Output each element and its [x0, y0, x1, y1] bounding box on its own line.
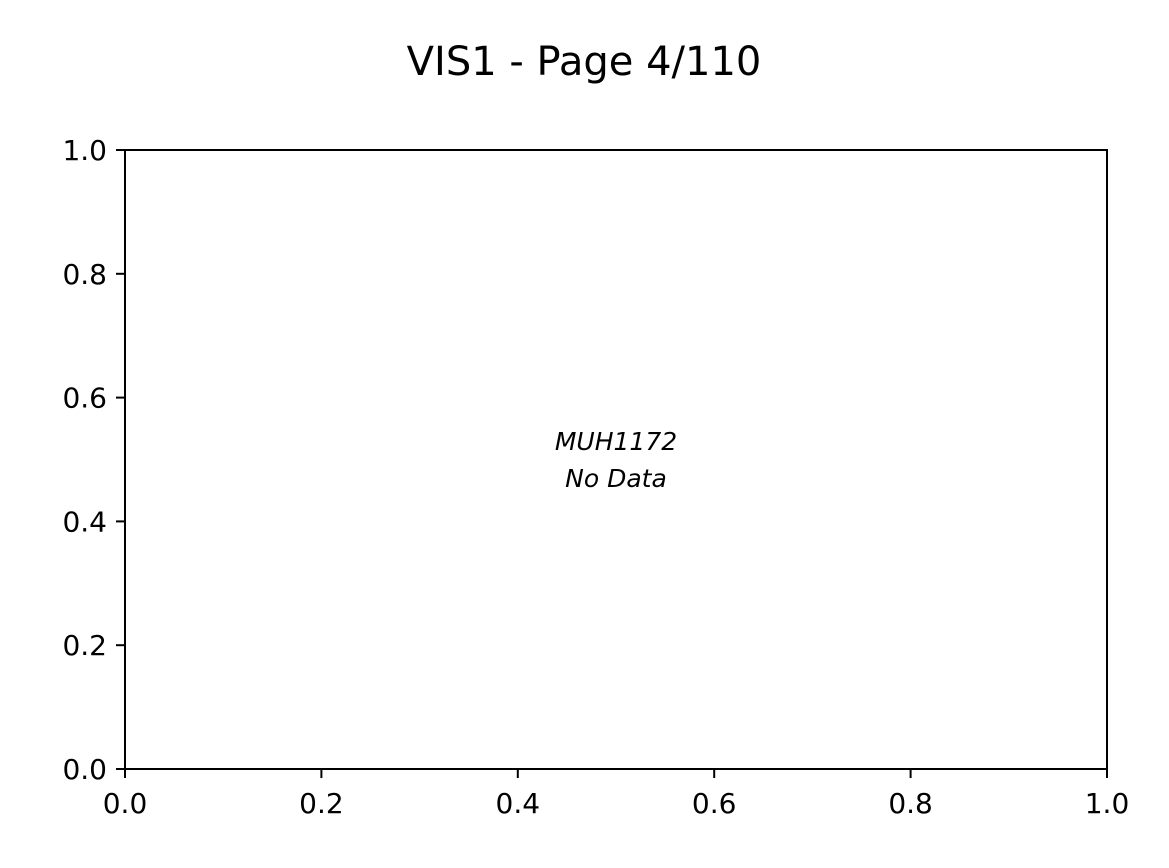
y-tick-label: 0.6 [62, 382, 107, 415]
x-tick-label: 0.4 [496, 787, 541, 820]
y-tick-label: 0.4 [62, 505, 107, 538]
x-tick-label: 0.0 [103, 787, 148, 820]
annotation-text: MUH1172 [555, 427, 677, 456]
y-tick-label: 0.0 [62, 753, 107, 786]
x-tick-label: 0.8 [888, 787, 933, 820]
y-tick-label: 0.2 [62, 629, 107, 662]
x-tick-label: 0.2 [299, 787, 344, 820]
annotation-text: No Data [565, 464, 667, 493]
x-tick-label: 0.6 [692, 787, 737, 820]
y-tick-label: 1.0 [62, 134, 107, 167]
plot-area: 0.0 0.2 0.4 0.6 0.8 1.0 0.0 0.2 0.4 0.6 0.8 1.0 MUH1… [62, 134, 1129, 820]
x-tick-label: 1.0 [1085, 787, 1130, 820]
y-tick-label: 0.8 [62, 258, 107, 291]
axes-frame [124, 149, 1108, 770]
chart-title: VIS1 - Page 4/110 [407, 39, 762, 85]
